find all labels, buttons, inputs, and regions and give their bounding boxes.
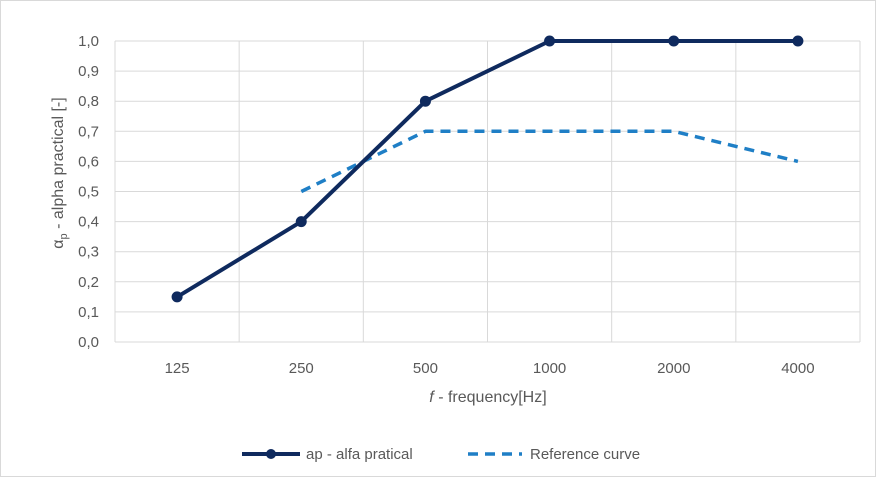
x-axis-title-italic: f (429, 389, 435, 406)
alpha-practical-point (295, 216, 307, 228)
legend-label-alpha-practical: ap - alfa pratical (306, 446, 413, 463)
x-axis-title-rest: - frequency[Hz] (434, 389, 547, 406)
alpha-practical-point (668, 35, 680, 47)
y-axis-title: αp - alpha practical [-] (50, 97, 70, 248)
y-axis-title-rest: - alpha practical [-] (50, 97, 67, 233)
y-tick-label: 0,7 (78, 123, 99, 140)
y-tick-label: 0,3 (78, 244, 99, 261)
x-tick-label: 125 (165, 360, 190, 377)
legend-marker-alpha-practical (266, 449, 276, 459)
y-tick-label: 1,0 (78, 33, 99, 50)
legend-label-reference-curve: Reference curve (530, 446, 640, 463)
y-tick-label: 0,4 (78, 214, 99, 231)
y-tick-label: 0,2 (78, 274, 99, 291)
y-axis-ticks: 0,0 0,1 0,2 0,3 0,4 0,5 0,6 0,7 0,8 0,9 1,0 (78, 33, 99, 351)
y-axis-title-subscript: p (58, 233, 70, 239)
y-axis-title-symbol: α (50, 239, 67, 248)
x-tick-label: 2000 (657, 360, 690, 377)
x-axis-ticks: 125 250 500 1000 2000 4000 (165, 360, 815, 377)
y-tick-label: 0,1 (78, 304, 99, 321)
x-tick-label: 1000 (533, 360, 566, 377)
y-tick-label: 0,5 (78, 184, 99, 201)
reference-curve-line (300, 129, 799, 194)
x-axis-title: f - frequency[Hz] (429, 389, 546, 406)
x-tick-label: 500 (413, 360, 438, 377)
alpha-practical-point (171, 291, 183, 303)
y-tick-label: 0,0 (78, 334, 99, 351)
y-tick-label: 0,9 (78, 63, 99, 80)
x-tick-label: 4000 (781, 360, 814, 377)
y-tick-label: 0,8 (78, 93, 99, 110)
alpha-practical-point (544, 35, 556, 47)
legend: ap - alfa pratical Reference curve (242, 446, 640, 463)
series-layer (171, 35, 804, 303)
y-tick-label: 0,6 (78, 153, 99, 170)
gridlines (114, 40, 861, 343)
alpha-practical-point (792, 35, 804, 47)
alpha-practical-point (419, 95, 431, 107)
x-tick-label: 250 (289, 360, 314, 377)
alpha-practical-line (176, 39, 798, 299)
